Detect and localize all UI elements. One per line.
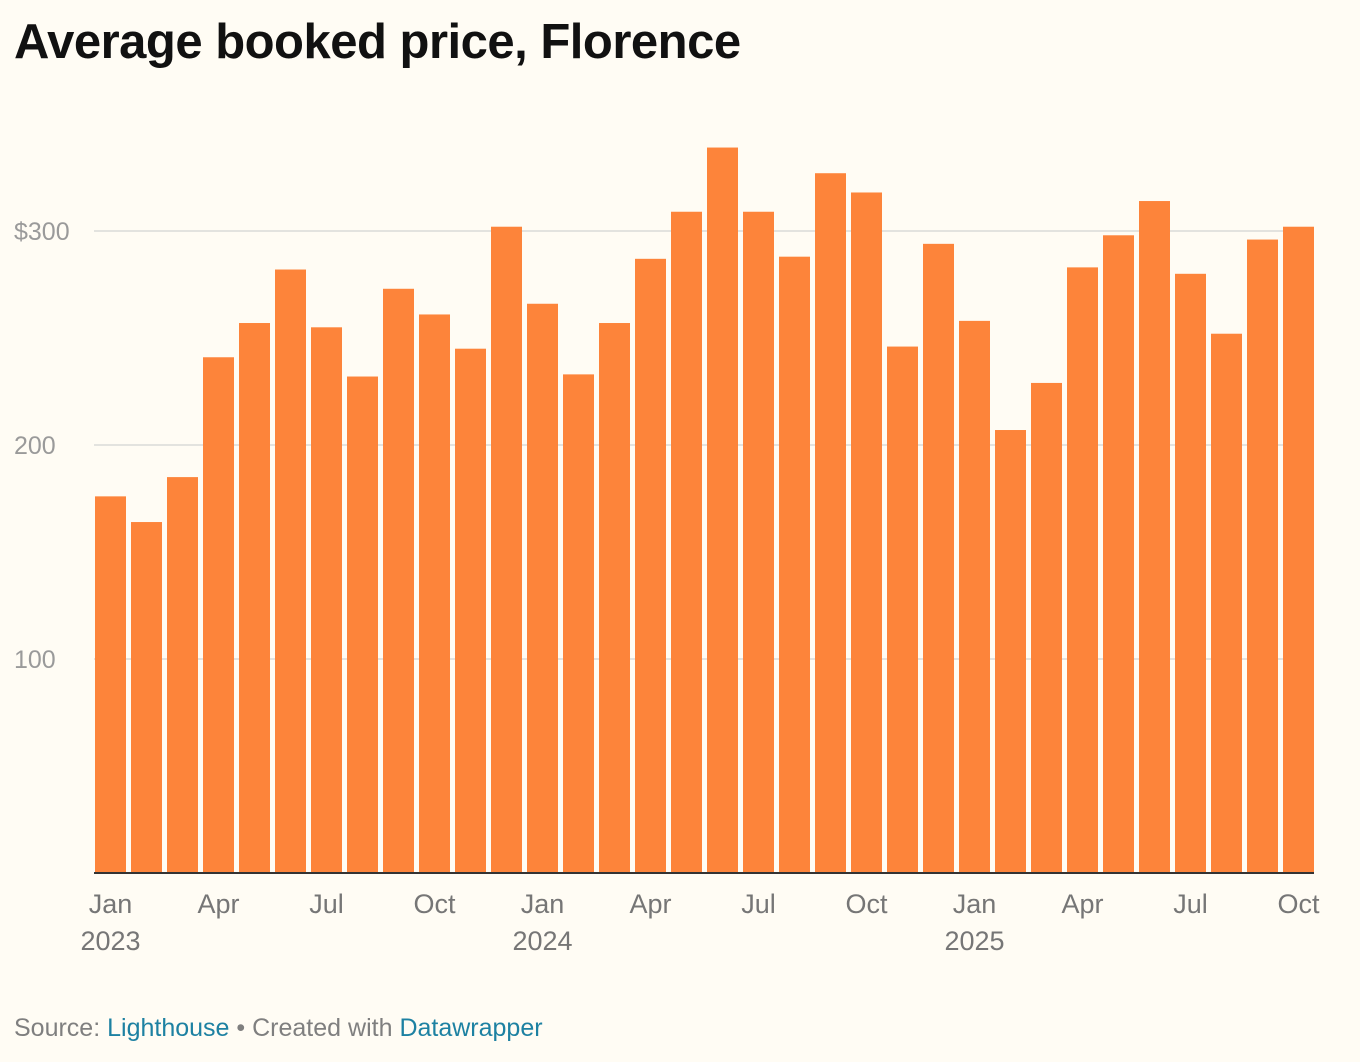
bar: Oct 2023: 261: [419, 314, 450, 874]
bar: Jun 2025: 314: [1139, 201, 1170, 874]
bar: Jan 2025: 258: [959, 320, 990, 873]
y-tick-label: $300: [14, 218, 70, 246]
bar: Feb 2023: 164: [131, 522, 162, 873]
x-tick-year-label: 2023: [80, 926, 140, 956]
bar: Apr 2023: 241: [203, 357, 234, 873]
x-tick-label: Jul: [741, 889, 776, 919]
y-tick-label: 100: [14, 646, 56, 674]
x-axis-tick-labels: Jan 2023 Apr Jul Oct Jan 2024 Apr Jul Oct Jan 2025 A…: [80, 889, 1320, 956]
chart-title: Average booked price, Florence: [14, 15, 741, 69]
bar: Jun 2024: 339: [707, 147, 738, 874]
x-tick-label: Apr: [197, 889, 239, 919]
x-tick-label: Jul: [1173, 889, 1208, 919]
bars: Jan 2023: 176Feb 2023: 164Mar 2023: 185A…: [95, 147, 1314, 874]
bar: Mar 2023: 185: [167, 477, 198, 873]
x-tick-label: Oct: [413, 889, 456, 919]
source-link[interactable]: Lighthouse: [107, 1014, 230, 1042]
x-tick-year-label: 2024: [512, 926, 572, 956]
bar: Feb 2025: 207: [995, 430, 1026, 873]
x-tick-label: Oct: [1277, 889, 1320, 919]
bar: May 2025: 298: [1103, 235, 1134, 873]
bar: Feb 2024: 233: [563, 374, 594, 873]
bar: Sep 2023: 273: [383, 288, 414, 873]
x-tick-label: Oct: [845, 889, 888, 919]
bar: Nov 2023: 245: [455, 348, 486, 873]
bar: Mar 2025: 229: [1031, 382, 1062, 873]
bar: Aug 2024: 288: [779, 256, 810, 873]
bar: Jul 2023: 255: [311, 327, 342, 873]
bar: Jun 2023: 282: [275, 269, 306, 873]
bar: Dec 2024: 294: [923, 243, 954, 874]
bar: Apr 2024: 287: [635, 258, 666, 873]
bar: Dec 2023: 302: [491, 226, 522, 874]
bar: Jan 2024: 266: [527, 303, 558, 873]
footer-separator: •: [236, 1014, 246, 1042]
x-tick-label: Jan: [89, 889, 133, 919]
x-tick-label: Apr: [629, 889, 671, 919]
x-tick-label: Jul: [309, 889, 344, 919]
bar: Oct 2025: 302: [1283, 226, 1314, 874]
bar: Sep 2024: 327: [815, 173, 846, 874]
footer: Source: Lighthouse • Created with Datawr…: [14, 1014, 543, 1043]
bar: Aug 2025: 252: [1211, 333, 1242, 874]
x-tick-label: Apr: [1061, 889, 1103, 919]
bar: Jul 2025: 280: [1175, 273, 1206, 873]
created-with-label: Created with: [252, 1014, 393, 1042]
bar: Mar 2024: 257: [599, 323, 630, 873]
bar: Jul 2024: 309: [743, 211, 774, 874]
bar: May 2024: 309: [671, 211, 702, 874]
x-tick-label: Jan: [953, 889, 997, 919]
bar: Oct 2024: 318: [851, 192, 882, 874]
source-label: Source:: [14, 1014, 101, 1042]
bar: May 2023: 257: [239, 323, 270, 873]
datawrapper-link[interactable]: Datawrapper: [399, 1014, 543, 1042]
x-tick-label: Jan: [521, 889, 565, 919]
x-tick-year-label: 2025: [944, 926, 1004, 956]
bar: Jan 2023: 176: [95, 496, 126, 873]
bar: Apr 2025: 283: [1067, 267, 1098, 873]
bar: Nov 2024: 246: [887, 346, 918, 873]
y-tick-label: 200: [14, 432, 56, 460]
bar: Sep 2025: 296: [1247, 239, 1278, 873]
bar: Aug 2023: 232: [347, 376, 378, 873]
